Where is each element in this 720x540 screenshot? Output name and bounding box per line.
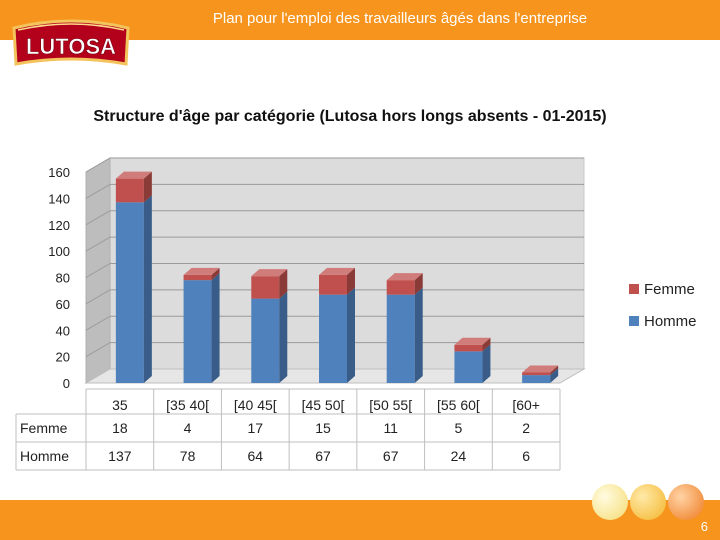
- y-tick-label: 0: [63, 376, 70, 391]
- legend-label-femme: Femme: [644, 281, 695, 298]
- gridline: [85, 157, 111, 173]
- category-label: [50 55[: [369, 397, 412, 413]
- table-cell-homme: 6: [522, 448, 530, 464]
- bar-homme-side: [211, 273, 220, 383]
- legend-label-homme: Homme: [644, 313, 697, 330]
- bar-femme: [522, 372, 551, 376]
- bar-femme-side: [482, 337, 491, 352]
- gridline: [85, 263, 111, 278]
- category-label: [45 50[: [302, 397, 345, 413]
- table-cell-femme: 15: [315, 420, 331, 436]
- gridline: [85, 236, 111, 252]
- y-tick-label: 40: [56, 323, 70, 338]
- table-cell-homme: 67: [315, 448, 331, 464]
- y-tick-label: 140: [48, 191, 70, 206]
- bar-femme: [115, 178, 144, 203]
- y-tick-label: 80: [56, 271, 70, 286]
- bar-femme-side: [279, 269, 288, 299]
- table-row-label-homme: Homme: [20, 448, 69, 464]
- bar-femme: [454, 344, 483, 352]
- bar-femme: [251, 276, 280, 299]
- bar-femme-top: [386, 273, 423, 281]
- gridline: [85, 289, 111, 305]
- table-cell-homme: 67: [383, 448, 399, 464]
- gridline: [85, 183, 111, 199]
- bar-homme-side: [414, 287, 423, 383]
- legend-swatch-homme: [629, 316, 639, 326]
- bar-homme: [319, 294, 347, 383]
- table-cell-femme: 18: [112, 420, 128, 436]
- bar-homme: [251, 298, 280, 383]
- y-tick-label: 60: [56, 297, 70, 312]
- y-tick-label: 20: [56, 350, 70, 365]
- bar-femme-side: [143, 171, 152, 203]
- category-label: [60+: [512, 397, 540, 413]
- table-cell-femme: 17: [247, 420, 263, 436]
- category-label: [35 40[: [166, 397, 209, 413]
- category-label: [55 60[: [437, 397, 480, 413]
- bar-femme-top: [522, 365, 559, 373]
- chart-title: Structure d'âge par catégorie (Lutosa ho…: [93, 108, 607, 125]
- bar-femme-side: [550, 365, 559, 376]
- bar-homme-side: [347, 287, 355, 383]
- y-tick-label: 120: [48, 218, 70, 233]
- gold-circle-icon: [630, 484, 666, 520]
- bar-femme: [319, 274, 347, 295]
- table-cell-femme: 4: [184, 420, 192, 436]
- category-label: [40 45[: [234, 397, 277, 413]
- bar-femme-side: [211, 267, 220, 281]
- table-row-label-femme: Femme: [20, 420, 68, 436]
- lutosa-logo: LUTOSA: [12, 19, 130, 66]
- y-tick-label: 100: [48, 244, 70, 259]
- stacked-bar-chart: 0 20 40 60 80 100 120 140 160 35 18 137 [35 40[ 4 78 [4…: [15, 157, 697, 471]
- bar-homme: [386, 294, 415, 383]
- category-label: 35: [112, 397, 128, 413]
- gridline: [85, 210, 111, 226]
- logo-text: LUTOSA: [26, 34, 116, 59]
- table-cell-homme: 137: [108, 448, 132, 464]
- bar-femme-top: [454, 337, 491, 345]
- table-cell-homme: 24: [451, 448, 467, 464]
- table-cell-femme: 5: [455, 420, 463, 436]
- bar-femme-top: [251, 269, 288, 277]
- bar-homme: [454, 351, 483, 383]
- bar-homme-side: [482, 344, 491, 383]
- bar-femme: [386, 280, 415, 295]
- bar-homme-side: [550, 368, 559, 383]
- table-cell-femme: 11: [383, 420, 398, 436]
- orange-circle-icon: [668, 484, 704, 520]
- bar-homme: [183, 280, 212, 383]
- legend-swatch-femme: [629, 284, 639, 294]
- y-tick-label: 160: [48, 165, 70, 180]
- page-title: Plan pour l'emploi des travailleurs âgés…: [212, 10, 588, 27]
- page-number: 6: [700, 519, 708, 534]
- gridline: [85, 342, 111, 358]
- yellow-circle-icon: [592, 484, 628, 520]
- bar-femme-side: [347, 267, 355, 295]
- bar-femme-top: [319, 267, 355, 275]
- bar-homme-side: [279, 291, 288, 383]
- table-cell-homme: 64: [247, 448, 263, 464]
- bar-homme: [115, 202, 144, 383]
- bar-femme-side: [414, 273, 423, 295]
- table-cell-homme: 78: [180, 448, 196, 464]
- gridline: [85, 315, 111, 331]
- bar-homme-side: [143, 195, 152, 383]
- bar-femme: [183, 274, 212, 281]
- bar-homme: [522, 375, 551, 383]
- bar-femme-top: [183, 267, 220, 275]
- table-cell-femme: 2: [522, 420, 530, 436]
- bar-femme-top: [115, 171, 152, 179]
